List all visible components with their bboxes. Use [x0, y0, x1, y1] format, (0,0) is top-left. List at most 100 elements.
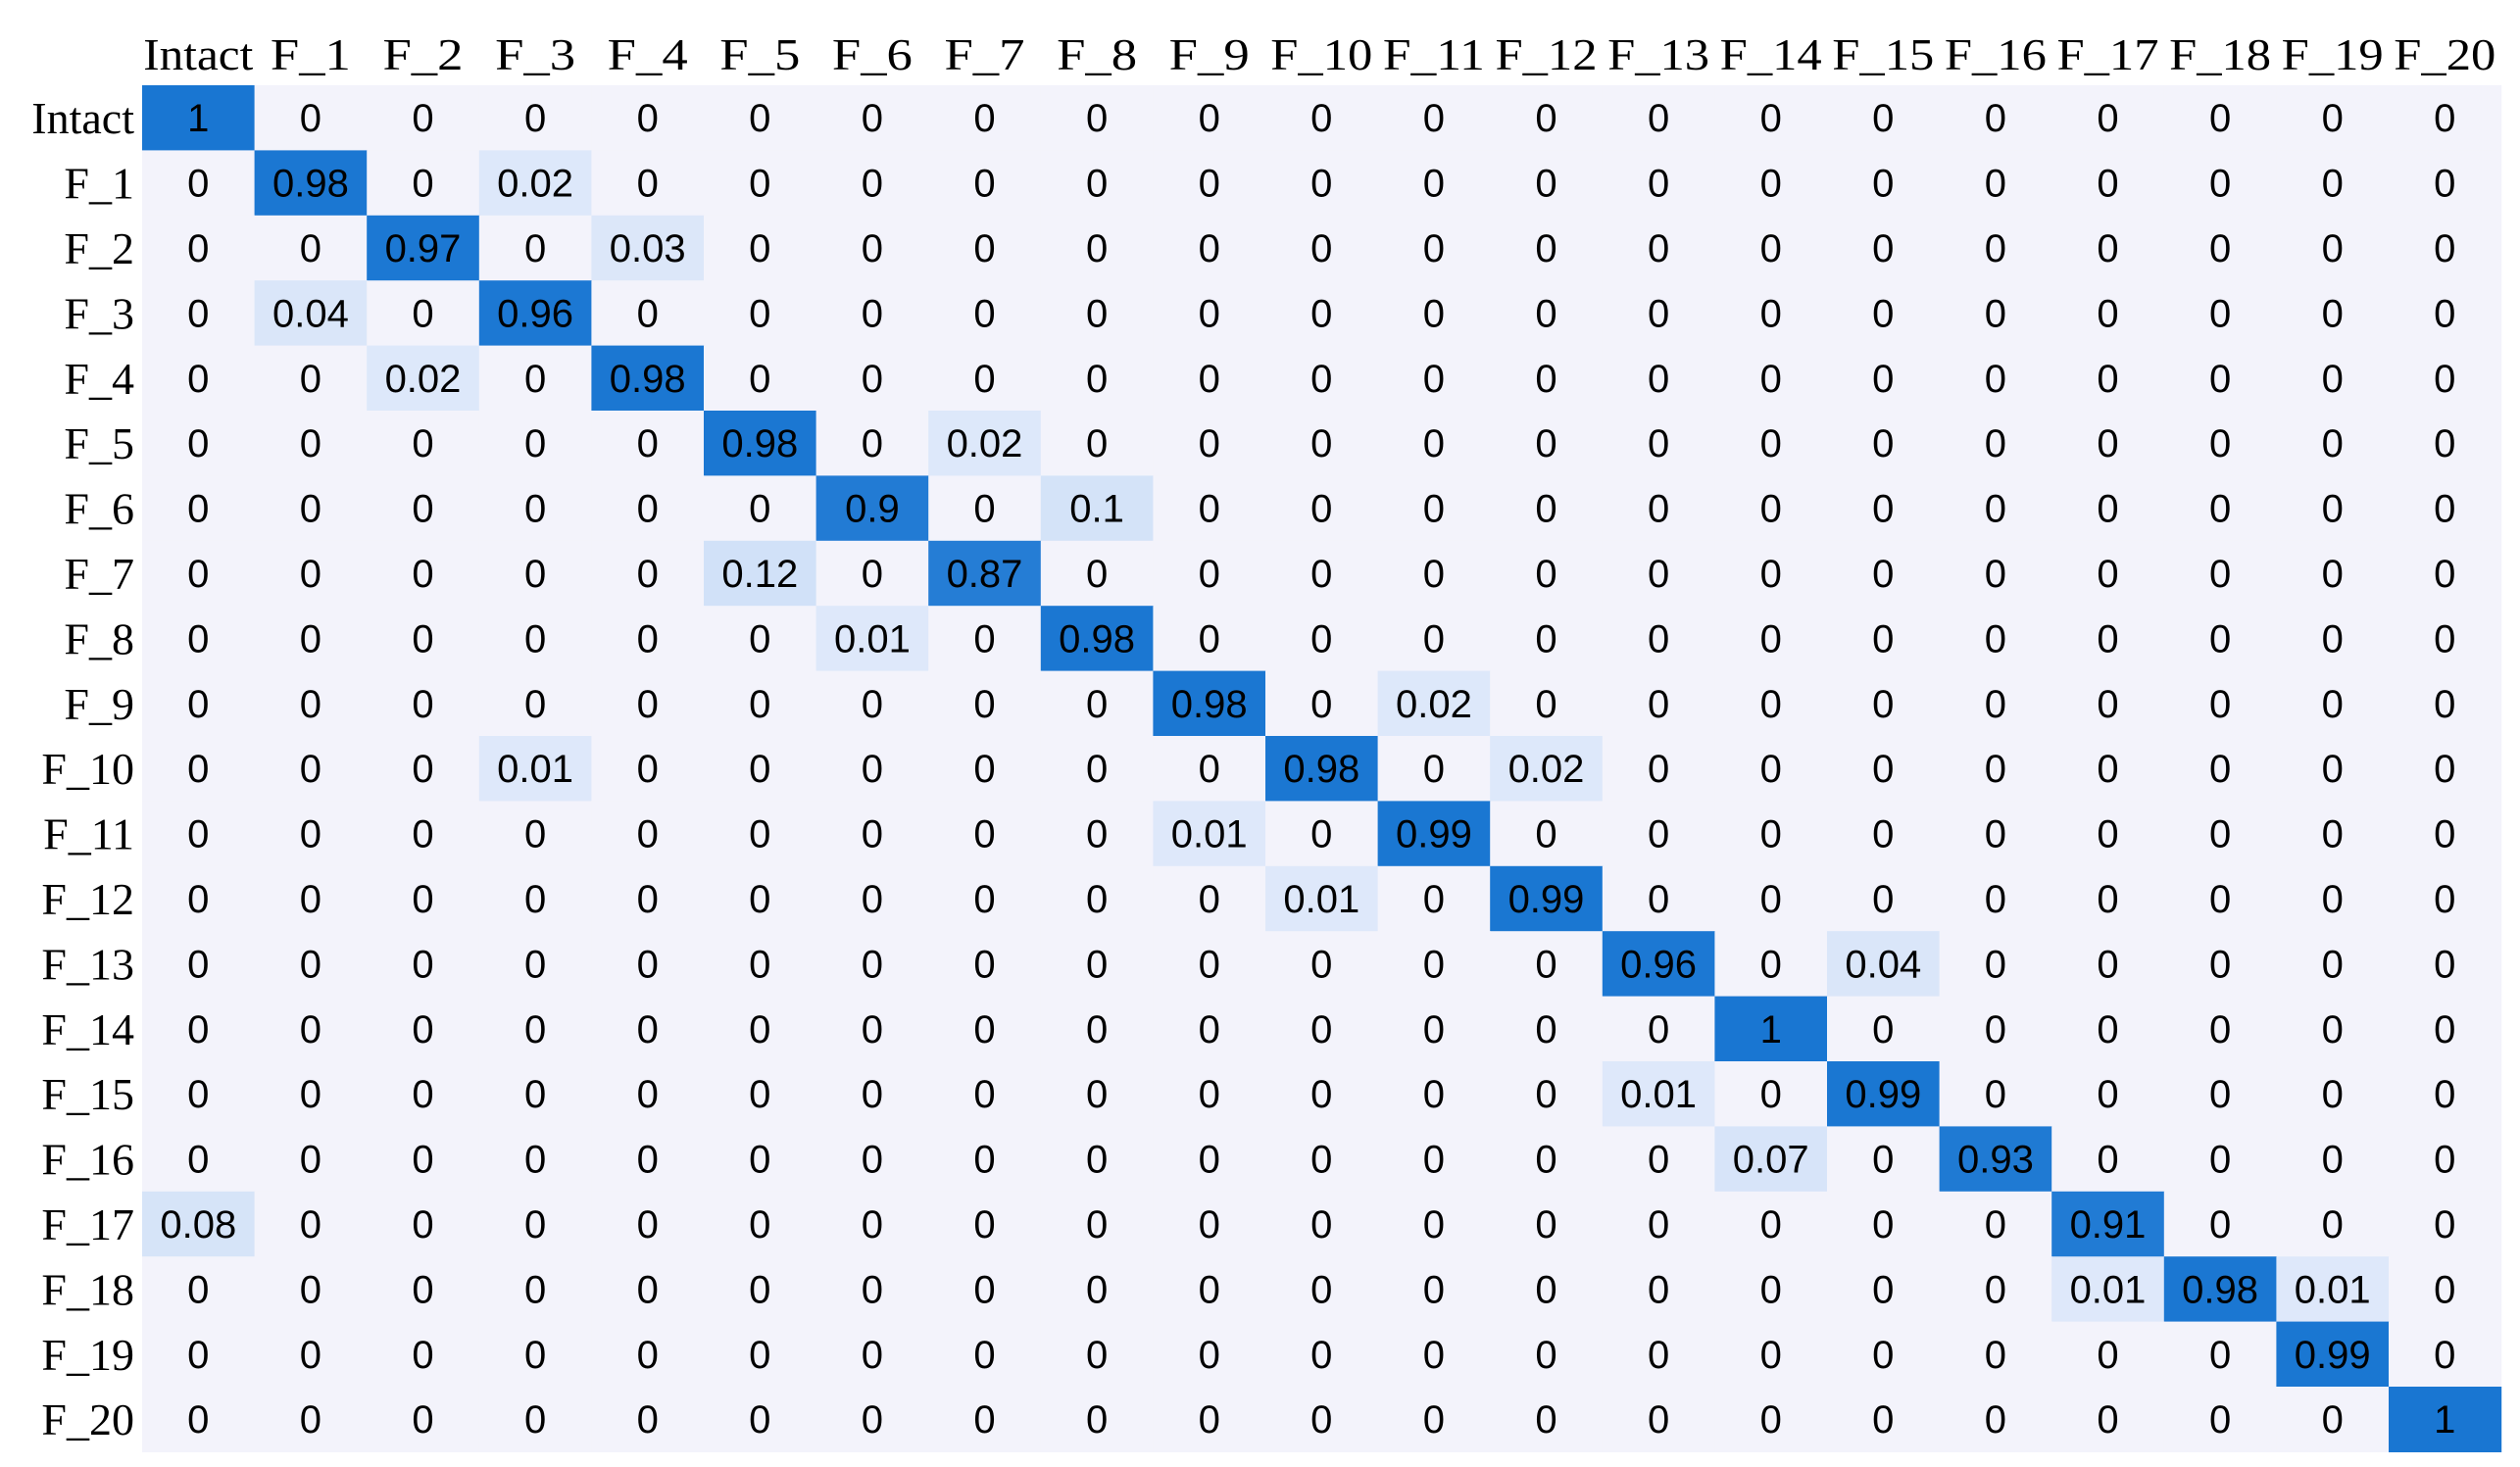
cell-value-label: 0 [1648, 292, 1669, 335]
cell-value-label: 0 [862, 227, 883, 270]
heatmap-cell-f-5-f-18 [2163, 411, 2277, 476]
heatmap-cell-f-5-f-4 [591, 411, 705, 476]
cell-value-label: 0 [1648, 163, 1669, 206]
heatmap-cell-f-13-f-17 [2051, 931, 2165, 998]
heatmap-cell-f-19-f-10 [1265, 1321, 1379, 1388]
heatmap-cell-intact-f-8 [1040, 85, 1154, 151]
cell-value-label: 0 [1872, 1398, 1894, 1442]
column-label-f-15: F_15 [1832, 29, 1934, 79]
heatmap-cell-f-13-intact [142, 931, 256, 998]
row-label-f-4: F_4 [64, 354, 134, 404]
heatmap-cell-f-5-f-14 [1714, 411, 1828, 476]
cell-value-label: 0 [412, 1268, 433, 1311]
cell-value-label: 0.01 [2070, 1268, 2147, 1311]
cell-value-label: 0 [1648, 553, 1669, 596]
cell-value-label: 0 [187, 358, 209, 401]
heatmap-cell-f-10-f-12 [1490, 736, 1604, 802]
heatmap-cell-f-11-intact [142, 801, 256, 867]
column-label-intact: Intact [143, 29, 253, 79]
cell-value-label: 0 [1310, 292, 1332, 335]
heatmap-cell-f-20-f-4 [591, 1387, 705, 1452]
cell-value-label: 0 [973, 1334, 995, 1377]
heatmap-cell-f-8-f-3 [478, 606, 592, 672]
heatmap-cell-f-12-f-16 [1939, 865, 2052, 932]
cell-value-label: 0 [749, 97, 770, 140]
cell-value-label: 0 [2097, 358, 2118, 401]
cell-value-label: 0 [1199, 422, 1220, 465]
heatmap-cell-f-11-f-3 [478, 801, 592, 867]
cell-value-label: 0 [1760, 227, 1782, 270]
cell-value-label: 0 [1310, 553, 1332, 596]
cell-value-label: 0 [973, 227, 995, 270]
heatmap-cell-f-18-f-2 [367, 1256, 480, 1323]
heatmap-cell-f-4-intact [142, 345, 256, 412]
cell-value-label: 0 [524, 1008, 546, 1051]
heatmap-cell-f-7-f-17 [2051, 540, 2165, 607]
heatmap-cell-f-7-f-12 [1490, 540, 1604, 607]
cell-value-label: 0 [973, 1139, 995, 1182]
heatmap-cell-f-16-f-4 [591, 1126, 705, 1193]
cell-value-label: 0 [2434, 97, 2455, 140]
heatmap-cell-f-6-f-2 [367, 475, 480, 542]
cell-value-label: 0 [2097, 1398, 2118, 1442]
cell-value-label: 0 [1535, 1139, 1556, 1182]
cell-value-label: 0 [2097, 97, 2118, 140]
heatmap-cell-f-14-f-18 [2163, 996, 2277, 1062]
heatmap-cell-f-17-f-15 [1827, 1191, 1941, 1257]
cell-value-label: 0 [524, 488, 546, 531]
cell-value-label: 0 [1086, 683, 1108, 726]
cell-value-label: 0.9 [845, 488, 900, 531]
cell-value-label: 0 [862, 1268, 883, 1311]
heatmap-cell-f-5-f-10 [1265, 411, 1379, 476]
cell-value-label: 0 [1872, 1008, 1894, 1051]
cell-value-label: 0 [1086, 748, 1108, 791]
cell-value-label: 0 [2322, 1073, 2344, 1116]
cell-value-label: 0 [2209, 1334, 2231, 1377]
cell-value-label: 0 [187, 488, 209, 531]
cell-value-label: 0 [973, 617, 995, 660]
heatmap-cell-f-18-intact [142, 1256, 256, 1323]
heatmap-cell-f-20-f-8 [1040, 1387, 1154, 1452]
cell-value-label: 0 [1985, 163, 2006, 206]
heatmap-cell-f-18-f-6 [815, 1256, 929, 1323]
heatmap-cell-f-11-f-10 [1265, 801, 1379, 867]
cell-value-label: 0 [973, 97, 995, 140]
heatmap-cell-labels: 1 0 0 0 0 0 0 0 0 0 0 0 0 0 0 0 0 0 0 0 0 0 0.98 0 0.02 0 0 0 0 0 0 0 0 0… [160, 97, 2455, 1442]
heatmap-cell-f-18-f-19 [2276, 1256, 2390, 1323]
cell-value-label: 0 [2434, 422, 2455, 465]
cell-value-label: 0 [1310, 97, 1332, 140]
heatmap-cell-f-1-f-9 [1153, 150, 1266, 217]
cell-value-label: 0.02 [1508, 748, 1585, 791]
cell-value-label: 0 [2097, 553, 2118, 596]
heatmap-cell-f-3-f-1 [254, 280, 368, 347]
heatmap-cell-f-10-f-20 [2389, 736, 2502, 802]
heatmap-cell-f-19-f-6 [815, 1321, 929, 1388]
cell-value-label: 0 [637, 748, 659, 791]
heatmap-cell-f-1-f-1 [254, 150, 368, 217]
cell-value-label: 0 [412, 1398, 433, 1442]
cell-value-label: 0.98 [610, 358, 686, 401]
heatmap-cell-f-19-f-17 [2051, 1321, 2165, 1388]
heatmap-cell-f-6-f-1 [254, 475, 368, 542]
cell-value-label: 0 [412, 422, 433, 465]
cell-value-label: 0 [749, 358, 770, 401]
heatmap-cell-f-4-f-2 [367, 345, 480, 412]
heatmap-cell-intact-f-17 [2051, 85, 2165, 151]
heatmap-cell-f-9-f-2 [367, 670, 480, 737]
cell-value-label: 0.98 [1171, 683, 1248, 726]
heatmap-cell-f-17-f-18 [2163, 1191, 2277, 1257]
cell-value-label: 0 [2097, 813, 2118, 856]
heatmap-cell-f-20-f-13 [1602, 1387, 1715, 1452]
cell-value-label: 0 [973, 878, 995, 921]
cell-value-label: 0 [1310, 1398, 1332, 1442]
cell-value-label: 0 [1310, 1334, 1332, 1377]
heatmap-cell-f-12-f-12 [1490, 865, 1604, 932]
cell-value-label: 0 [1648, 683, 1669, 726]
cell-value-label: 0 [1086, 813, 1108, 856]
cell-value-label: 0.04 [1845, 943, 1921, 986]
heatmap-cell-f-9-f-6 [815, 670, 929, 737]
heatmap-cell-f-4-f-13 [1602, 345, 1715, 412]
row-label-f-16: F_16 [41, 1135, 134, 1185]
cell-value-label: 0 [2209, 292, 2231, 335]
cell-value-label: 0 [1423, 878, 1445, 921]
